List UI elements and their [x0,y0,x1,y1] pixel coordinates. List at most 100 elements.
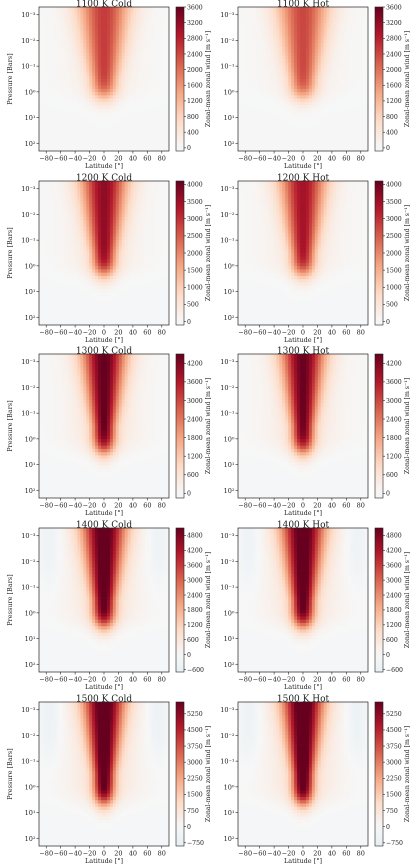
heatmap-cell [39,62,43,67]
heatmap-cell [101,213,105,218]
heatmap-cell [77,200,81,205]
heatmap-cell [288,85,292,90]
heatmap-cell [118,137,123,142]
heatmap-cell [145,115,149,119]
heatmap-cell [238,131,242,136]
heatmap-cell [332,75,336,80]
heatmap-cell [77,75,81,80]
heatmap-cell [238,33,242,37]
heatmap-cell [74,200,78,205]
heatmap-cell [44,72,49,77]
heatmap-cell [261,46,265,50]
heatmap-cell [258,111,263,116]
heatmap-cell [151,43,155,47]
heatmap-cell [53,181,58,185]
heatmap-cell [124,36,129,41]
heatmap-cell [142,43,146,47]
heatmap-cell [104,262,108,267]
y-tick-label: 10⁰ [25,88,36,96]
heatmap-cell [261,39,265,44]
heatmap-cell [62,43,66,47]
x-tick-label: 40 [328,155,336,163]
heatmap-cell [252,59,257,64]
heatmap-cell [282,13,286,18]
heatmap-cells [39,7,170,152]
heatmap-cell [166,128,170,132]
heatmap-cell [258,88,263,93]
heatmap-cell [276,33,280,37]
heatmap-cell [243,134,248,139]
heatmap-cell [68,52,72,57]
heatmap-cell [59,43,64,47]
heatmap-cell [124,111,129,116]
heatmap-cell [101,289,105,293]
heatmap-cell [136,105,140,109]
heatmap-cell [115,92,120,96]
heatmap-cell [356,75,360,80]
heatmap-cell [338,23,342,28]
heatmap-cell [154,65,158,70]
heatmap-cell [44,321,49,326]
heatmap-cell [332,79,336,83]
heatmap-cell [279,29,283,34]
heatmap-cell [89,190,93,195]
heatmap-cell [92,36,96,41]
heatmap-cell [56,131,61,136]
heatmap-cell [44,210,49,215]
heatmap-cell [41,236,46,241]
heatmap-cell [139,85,143,90]
heatmap-cell [139,23,143,28]
heatmap-cell [59,105,64,109]
heatmap-cell [127,39,131,44]
heatmap-cell [350,20,354,24]
heatmap-cell [104,79,108,83]
heatmap-cell [133,59,137,64]
heatmap-cell [329,46,333,50]
heatmap-cell [62,223,66,228]
heatmap-cell [118,56,123,60]
heatmap-cell [89,56,93,60]
heatmap-cell [95,128,99,132]
heatmap-cell [246,52,251,57]
heatmap-cell [282,46,286,50]
heatmap-cell [255,10,260,14]
heatmap-cell [104,236,108,241]
heatmap-cell [139,79,143,83]
heatmap-cell [74,111,78,116]
heatmap-cell [121,13,126,18]
heatmap-cell [47,220,52,224]
heatmap-cell [98,181,102,185]
heatmap-cell [62,75,66,80]
heatmap-cell [92,52,96,57]
heatmap-cell [267,36,271,41]
heatmap-cell [89,134,93,139]
heatmap-cell [344,88,348,93]
heatmap-cell [276,46,280,50]
heatmap-cell [71,311,75,316]
heatmap-cell [294,88,298,93]
heatmap-cell [347,39,351,44]
heatmap-cell [53,233,58,238]
heatmap-cell [338,33,342,37]
heatmap-cell [127,26,131,31]
heatmap-cell [104,230,108,234]
heatmap-cell [56,233,61,238]
heatmap-cell [95,266,99,270]
heatmap-cell [338,115,342,119]
heatmap-cell [59,298,64,303]
heatmap-cell [74,20,78,24]
heatmap-cell [89,246,93,251]
heatmap-cell [65,266,69,270]
heatmap-cell [86,253,90,257]
heatmap-cell [163,16,167,21]
heatmap-cell [294,43,298,47]
heatmap-cell [83,128,87,132]
heatmap-cell [65,236,69,241]
heatmap-cell [148,29,152,34]
heatmap-cell [329,69,333,73]
heatmap-cell [157,16,161,21]
heatmap-cell [362,72,366,77]
heatmap-cell [41,308,46,313]
heatmap-cell [151,33,155,37]
heatmap-cell [323,39,328,44]
